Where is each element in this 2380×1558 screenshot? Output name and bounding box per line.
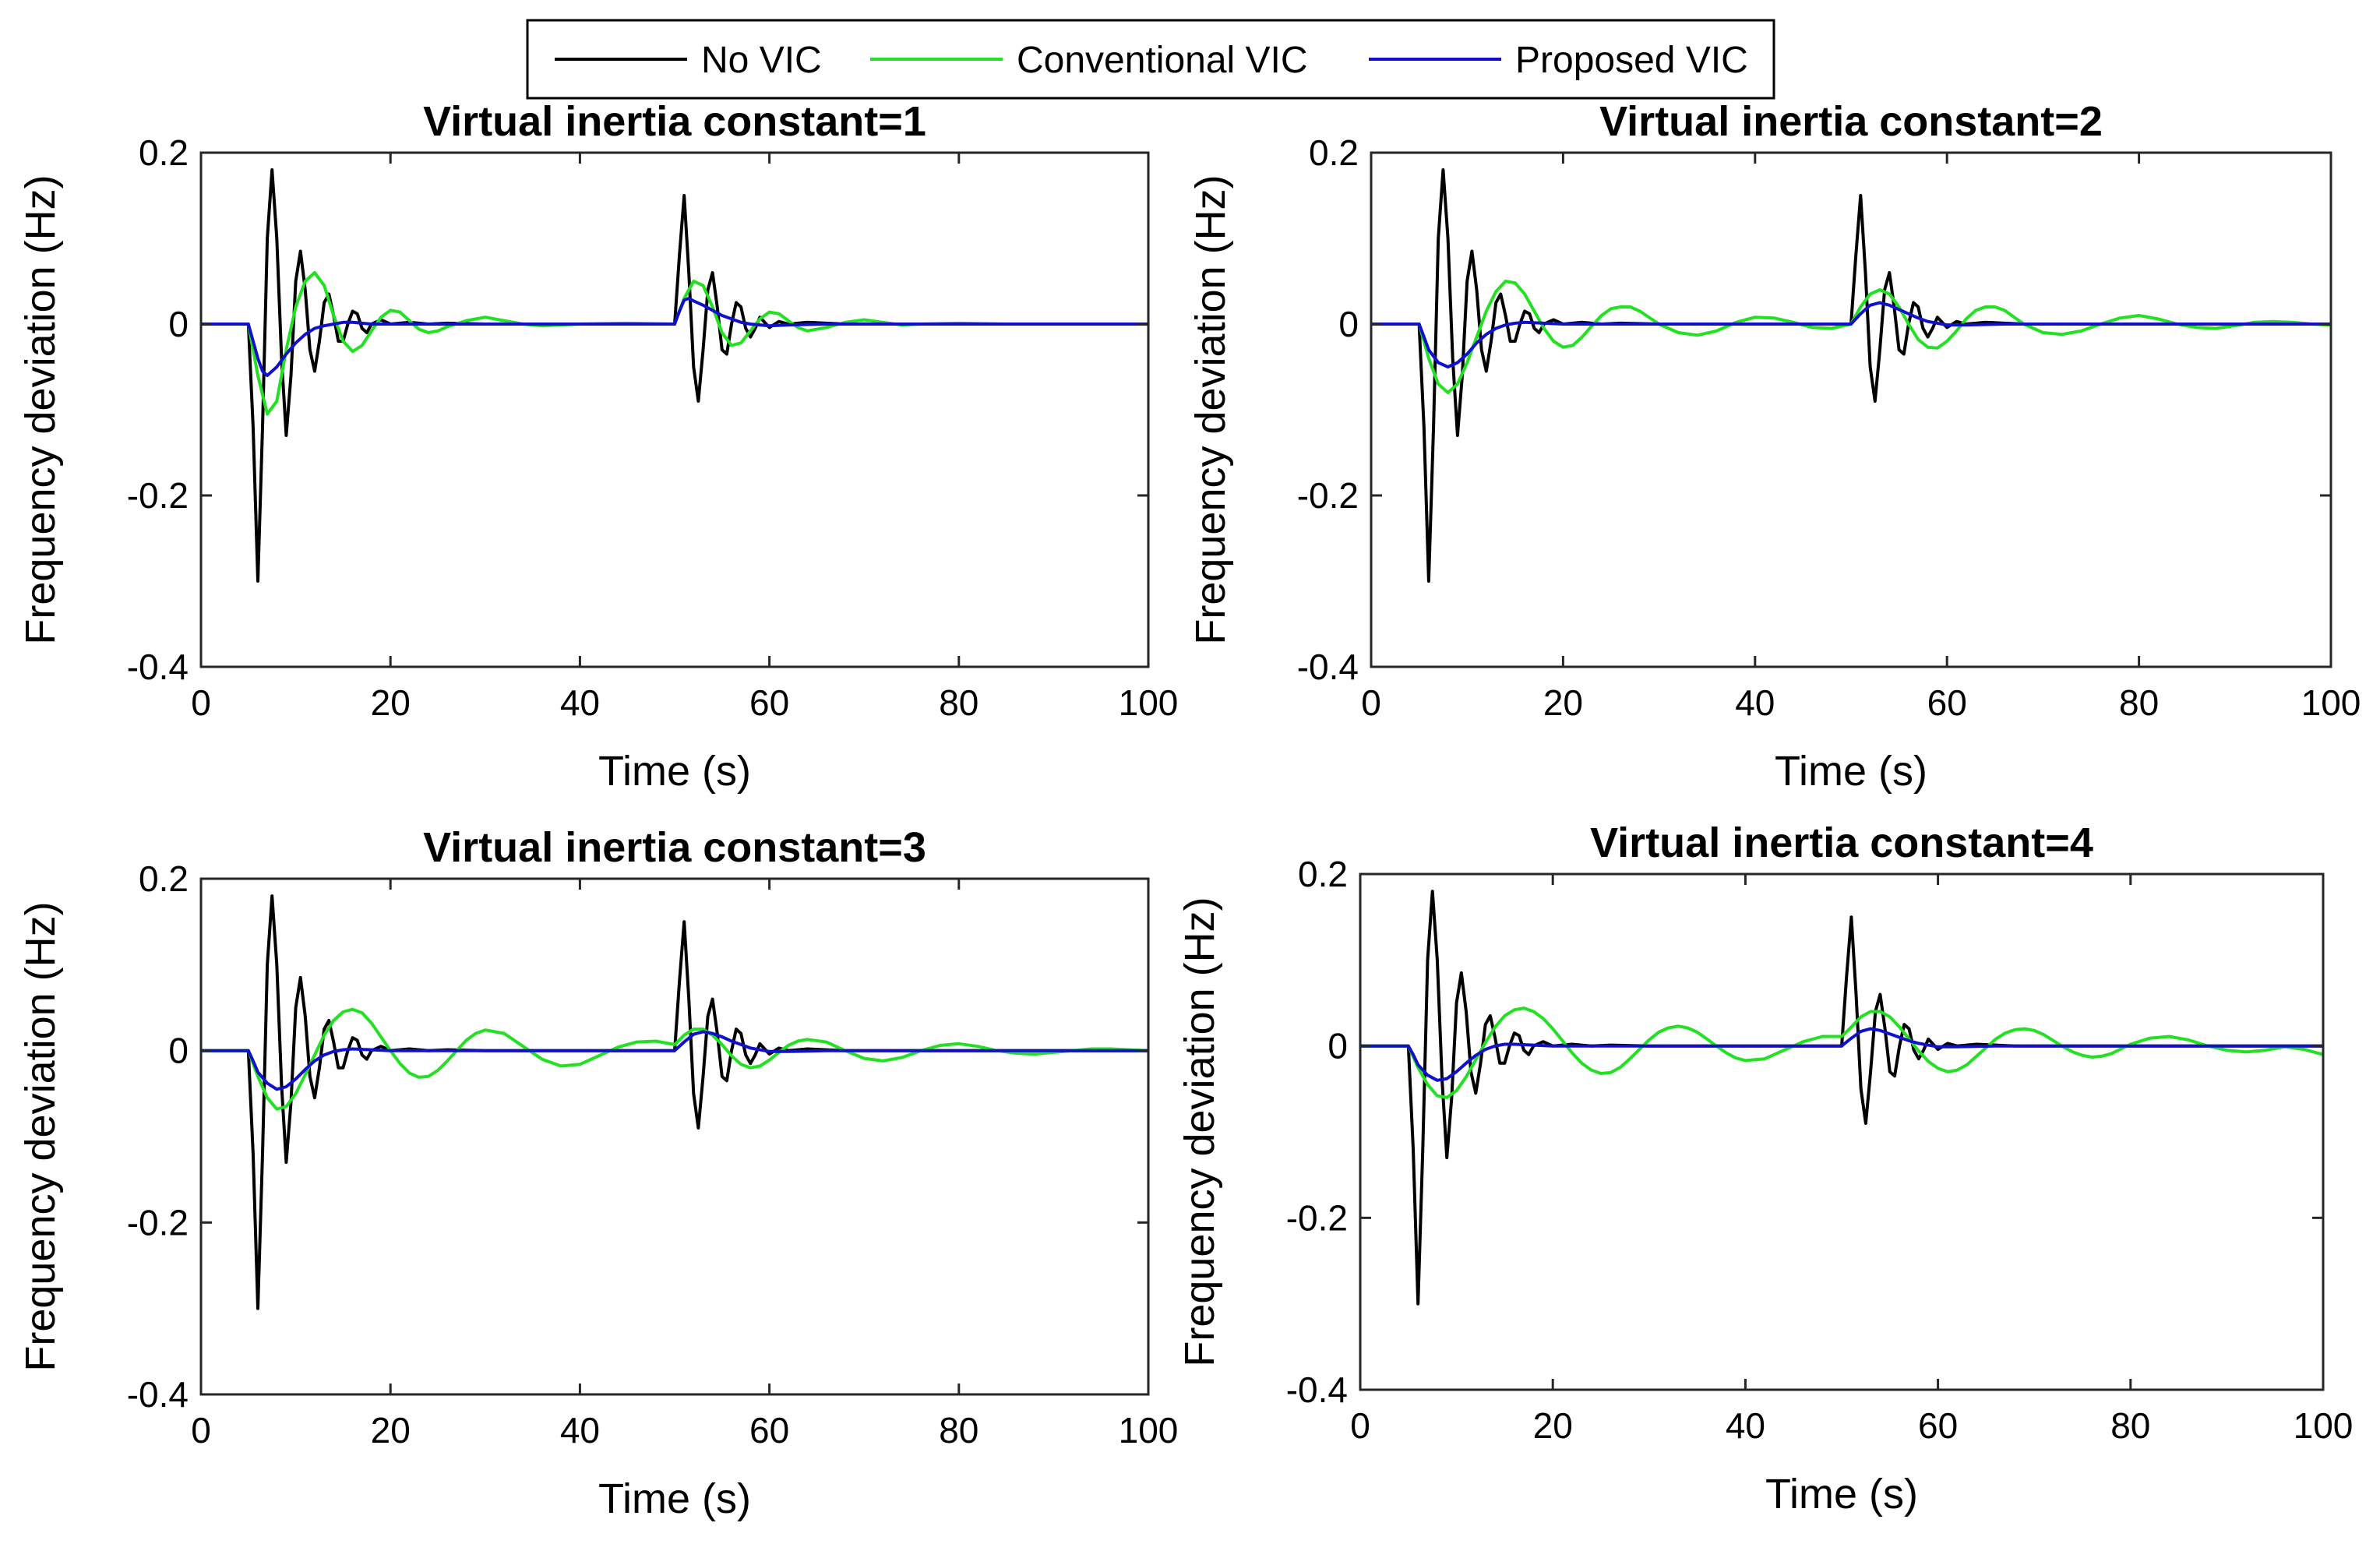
x-tick-label: 40 <box>560 1410 600 1450</box>
series-line-proposed-vic <box>201 297 1148 377</box>
plot-area <box>1371 153 2331 667</box>
y-tick-label: -0.2 <box>127 475 189 516</box>
y-tick-label: -0.4 <box>1297 647 1359 687</box>
series-group <box>201 168 1148 583</box>
x-tick-label: 60 <box>749 1410 789 1450</box>
series-line-proposed-vic <box>1360 1027 2323 1082</box>
legend-label-no-vic: No VIC <box>701 40 822 81</box>
axes-box <box>199 151 1150 668</box>
x-tick-label: 40 <box>560 682 600 723</box>
subplot-1: 0 20 40 60 80 100 -0.4 -0.2 0 0.2 Virtual inertia … <box>17 98 1178 795</box>
series-line-conventional-vic <box>201 271 1148 416</box>
y-axis-label: Frequency deviation (Hz) <box>1176 897 1223 1366</box>
x-tick-label: 60 <box>1918 1405 1958 1446</box>
x-tick-label: 20 <box>1543 682 1583 723</box>
x-tick-label: 0 <box>1361 682 1381 723</box>
series-line-proposed-vic <box>201 1030 1148 1091</box>
legend-label-proposed-vic: Proposed VIC <box>1515 40 1748 81</box>
y-axis-label: Frequency deviation (Hz) <box>1187 174 1234 644</box>
y-tick-label: -0.2 <box>1286 1197 1348 1238</box>
x-tick-label: 100 <box>1119 1410 1179 1450</box>
y-tick-label: -0.2 <box>127 1202 189 1243</box>
x-tick-label: 80 <box>939 1410 978 1450</box>
x-tick-label: 100 <box>1119 682 1179 723</box>
y-tick-label: 0 <box>1338 304 1359 344</box>
x-tick-label: 100 <box>2301 682 2361 723</box>
series-group <box>201 894 1148 1310</box>
chart-title: Virtual inertia constant=3 <box>423 824 926 871</box>
x-tick-label: 80 <box>2110 1405 2150 1446</box>
series-line-conventional-vic <box>1371 280 2331 394</box>
legend-label-conventional-vic: Conventional VIC <box>1017 40 1308 81</box>
subplot-3: 0 20 40 60 80 100 -0.4 -0.2 0 0.2 Virtual inertia … <box>17 824 1178 1522</box>
legend-box <box>526 19 1775 100</box>
series-group <box>1371 168 2331 583</box>
x-tick-label: 20 <box>371 1410 411 1450</box>
y-axis-label: Frequency deviation (Hz) <box>17 174 64 644</box>
plot-area <box>1360 874 2323 1390</box>
x-tick-label: 80 <box>2119 682 2159 723</box>
x-tick-label: 40 <box>1726 1405 1765 1446</box>
series-line-no-vic <box>1360 890 2323 1306</box>
y-tick-label: 0 <box>1328 1026 1348 1066</box>
y-tick-label: -0.4 <box>127 647 189 687</box>
x-tick-label: 60 <box>749 682 789 723</box>
x-tick-label: 0 <box>1350 1405 1370 1446</box>
axes-box <box>199 877 1150 1396</box>
chart-title: Virtual inertia constant=1 <box>423 98 926 145</box>
x-axis-label: Time (s) <box>1765 1471 1918 1517</box>
series-group <box>1360 890 2323 1306</box>
subplot-2: 0 20 40 60 80 100 -0.4 -0.2 0 0.2 Virtual inertia … <box>1187 98 2361 795</box>
x-axis-label: Time (s) <box>598 748 751 795</box>
y-axis-label: Frequency deviation (Hz) <box>17 901 64 1371</box>
plot-area <box>201 879 1148 1394</box>
subplot-4: 0 20 40 60 80 100 -0.4 -0.2 0 0.2 Virtual inertia … <box>1176 820 2353 1517</box>
y-tick-label: -0.2 <box>1297 475 1359 516</box>
plot-area <box>201 153 1148 667</box>
x-tick-label: 20 <box>371 682 411 723</box>
chart-title: Virtual inertia constant=4 <box>1590 820 2093 866</box>
series-line-conventional-vic <box>1360 1006 2323 1099</box>
axes-box <box>1370 151 2332 668</box>
x-tick-label: 20 <box>1533 1405 1573 1446</box>
x-axis-label: Time (s) <box>598 1475 751 1522</box>
x-tick-label: 0 <box>191 1410 211 1450</box>
x-tick-label: 80 <box>939 682 978 723</box>
series-line-proposed-vic <box>1371 301 2331 368</box>
y-tick-label: 0 <box>168 1031 189 1071</box>
y-tick-label: 0.2 <box>139 132 189 173</box>
axes-box <box>1359 872 2325 1391</box>
x-tick-label: 40 <box>1735 682 1775 723</box>
y-tick-label: 0.2 <box>1309 132 1359 173</box>
chart-title: Virtual inertia constant=2 <box>1599 98 2103 145</box>
y-tick-label: -0.4 <box>127 1374 189 1415</box>
x-axis-label: Time (s) <box>1775 748 1927 795</box>
y-tick-label: 0.2 <box>139 858 189 899</box>
y-tick-label: -0.4 <box>1286 1369 1348 1410</box>
x-tick-label: 60 <box>1927 682 1967 723</box>
legend: No VIC Conventional VIC Proposed VIC <box>526 19 1775 100</box>
y-tick-label: 0 <box>168 304 189 344</box>
x-tick-label: 0 <box>191 682 211 723</box>
subplots: 0 20 40 60 80 100 -0.4 -0.2 0 0.2 Virtual inertia … <box>17 98 2361 1522</box>
series-line-conventional-vic <box>201 1007 1148 1111</box>
x-tick-label: 100 <box>2294 1405 2354 1446</box>
y-tick-label: 0.2 <box>1298 854 1348 894</box>
